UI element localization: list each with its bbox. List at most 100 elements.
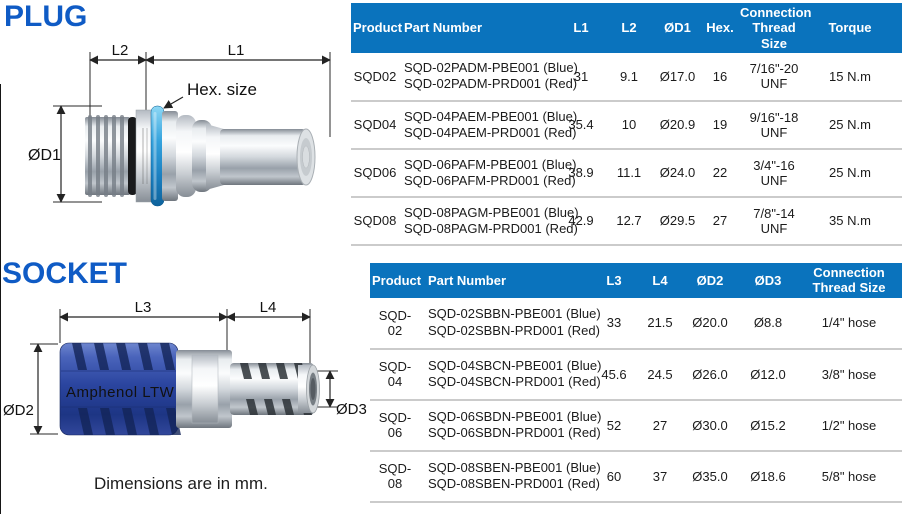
- part-number-cell: SQD-06SBDN-PBE001 (Blue) SQD-06SBDN-PRD00…: [420, 398, 601, 451]
- hex-cell: 16: [712, 68, 728, 84]
- product-cell: SQD08: [351, 195, 399, 245]
- table-row: SQD02 SQD-02PADM-PBE001 (Blue) SQD-02PADM-…: [351, 53, 902, 101]
- d1-cell: Ø20.9: [653, 99, 702, 149]
- plug-hex-size-label: Hex. size: [187, 80, 257, 99]
- l3-cell: 52: [588, 398, 640, 451]
- plug-diagram: L2 L1 Hex. size ØD1: [28, 42, 331, 207]
- socket-dim-label-d3: ØD3: [336, 401, 367, 418]
- socket-spec-table: Product Part Number L3 L4 ØD2 ØD3 Connection T…: [370, 263, 902, 503]
- l2-cell: 12.7: [605, 195, 653, 245]
- l1-cell: 31: [573, 68, 589, 84]
- l2-cell: 9.1: [619, 68, 639, 84]
- plug-section-title: PLUG: [4, 0, 88, 33]
- torque-cell: 25 N.m: [810, 99, 902, 149]
- column-header-thread: Connection Thread Size: [738, 3, 812, 53]
- thread-cell: 9/16"-18 UNF: [738, 99, 810, 149]
- d1-cell: Ø29.5: [653, 195, 702, 245]
- column-header-d2: ØD2: [680, 263, 740, 298]
- l4-cell: 21.5: [647, 315, 673, 331]
- socket-diagram: L3 L4 ØD2 ØD3 Amphenol LTW: [3, 299, 367, 436]
- column-header-product: Product: [370, 263, 421, 298]
- socket-dim-label-d2: ØD2: [3, 402, 34, 419]
- thread-cell: 7/8"-14 UNF: [738, 195, 810, 245]
- column-header-parts: Part Number: [420, 263, 588, 298]
- thread-cell: 3/8" hose: [796, 347, 902, 400]
- d1-cell: Ø17.0: [659, 68, 696, 84]
- column-header-l4: L4: [640, 263, 680, 298]
- d1-cell: Ø24.0: [653, 147, 702, 197]
- column-header-thread: Connection Thread Size: [796, 263, 902, 298]
- socket-table-header-row: Product Part Number L3 L4 ØD2 ØD3 Connection T…: [370, 263, 902, 298]
- table-row: SQD-06 SQD-06SBDN-PBE001 (Blue) SQD-06SBDN…: [370, 398, 902, 451]
- torque-cell: 25 N.m: [810, 147, 902, 197]
- column-header-l3: L3: [588, 263, 640, 298]
- column-header-d1: ØD1: [653, 3, 702, 53]
- d2-cell: Ø35.0: [680, 449, 740, 502]
- thread-cell: 5/8" hose: [796, 449, 902, 502]
- part-number-cell: SQD-02PADM-PBE001 (Blue) SQD-02PADM-PRD00…: [404, 60, 578, 92]
- product-cell: SQD-04: [370, 347, 420, 400]
- l1-cell: 38.9: [557, 147, 605, 197]
- plug-photo: [85, 105, 316, 207]
- d3-cell: Ø8.8: [753, 315, 783, 331]
- thread-cell: 7/16"-20 UNF: [749, 61, 799, 92]
- d3-cell: Ø12.0: [740, 347, 796, 400]
- thread-cell: 1/2" hose: [796, 398, 902, 451]
- plug-dim-label-d1: ØD1: [28, 147, 61, 164]
- column-header-torque: Torque: [810, 3, 902, 53]
- product-cell: SQD06: [351, 147, 399, 197]
- column-header-product: Product: [351, 3, 402, 53]
- d3-cell: Ø15.2: [740, 398, 796, 451]
- hex-cell: 27: [702, 195, 738, 245]
- torque-cell: 15 N.m: [829, 68, 871, 84]
- column-header-d3: ØD3: [740, 263, 796, 298]
- plug-dim-label-l1: L1: [228, 42, 245, 59]
- dimensions-note: Dimensions are in mm.: [94, 474, 268, 493]
- d3-cell: Ø18.6: [740, 449, 796, 502]
- plug-dim-label-l2: L2: [112, 42, 129, 59]
- l4-cell: 27: [640, 398, 680, 451]
- l4-cell: 24.5: [640, 347, 680, 400]
- part-number-cell: SQD-04PAEM-PBE001 (Blue) SQD-04PAEM-PRD00…: [399, 99, 577, 149]
- torque-cell: 35 N.m: [810, 195, 902, 245]
- thread-cell: 1/4" hose: [821, 315, 877, 331]
- part-number-cell: SQD-08PAGM-PBE001 (Blue) SQD-08PAGM-PRD00…: [399, 195, 579, 245]
- hex-cell: 22: [702, 147, 738, 197]
- l1-cell: 42.9: [557, 195, 605, 245]
- socket-section-title: SOCKET: [2, 257, 128, 290]
- socket-dim-label-l3: L3: [135, 299, 152, 316]
- product-cell: SQD02: [353, 68, 397, 84]
- page-border-line: [0, 84, 1, 514]
- column-header-l2: L2: [605, 3, 653, 53]
- part-number-cell: SQD-04SBCN-PBE001 (Blue) SQD-04SBCN-PRD00…: [420, 347, 601, 400]
- column-header-parts: Part Number: [399, 3, 557, 53]
- part-number-cell: SQD-08SBEN-PBE001 (Blue) SQD-08SBEN-PRD00…: [420, 449, 601, 502]
- l3-cell: 33: [606, 315, 622, 331]
- product-cell: SQD-08: [370, 449, 420, 502]
- d2-cell: Ø30.0: [680, 398, 740, 451]
- table-row: SQD06 SQD-06PAFM-PBE001 (Blue) SQD-06PAFM-…: [351, 147, 902, 197]
- hex-cell: 19: [702, 99, 738, 149]
- table-row: SQD-08 SQD-08SBEN-PBE001 (Blue) SQD-08SBEN…: [370, 449, 902, 502]
- thread-cell: 3/4"-16 UNF: [738, 147, 810, 197]
- d2-cell: Ø20.0: [692, 315, 728, 331]
- plug-spec-table: Product Part Number L1 L2 ØD1 Hex. Connection …: [351, 3, 902, 246]
- table-row: SQD-04 SQD-04SBCN-PBE001 (Blue) SQD-04SBCN…: [370, 347, 902, 400]
- column-header-l1: L1: [557, 3, 605, 53]
- l3-cell: 45.6: [588, 347, 640, 400]
- socket-brand-text: Amphenol LTW: [66, 384, 175, 401]
- part-number-cell: SQD-02SBBN-PBE001 (Blue) SQD-02SBBN-PRD00…: [428, 306, 601, 338]
- table-row: SQD04 SQD-04PAEM-PBE001 (Blue) SQD-04PAEM-…: [351, 99, 902, 149]
- table-row: SQD08 SQD-08PAGM-PBE001 (Blue) SQD-08PAGM-…: [351, 195, 902, 245]
- table-row: SQD-02 SQD-02SBBN-PBE001 (Blue) SQD-02SBBN…: [370, 298, 902, 349]
- l1-cell: 35.4: [557, 99, 605, 149]
- l3-cell: 60: [588, 449, 640, 502]
- socket-dim-label-l4: L4: [260, 299, 277, 316]
- product-cell: SQD04: [351, 99, 399, 149]
- plug-table-header-row: Product Part Number L1 L2 ØD1 Hex. Connection …: [351, 3, 902, 53]
- product-cell: SQD-06: [370, 398, 420, 451]
- l2-cell: 10: [605, 99, 653, 149]
- part-number-cell: SQD-06PAFM-PBE001 (Blue) SQD-06PAFM-PRD00…: [399, 147, 576, 197]
- d2-cell: Ø26.0: [680, 347, 740, 400]
